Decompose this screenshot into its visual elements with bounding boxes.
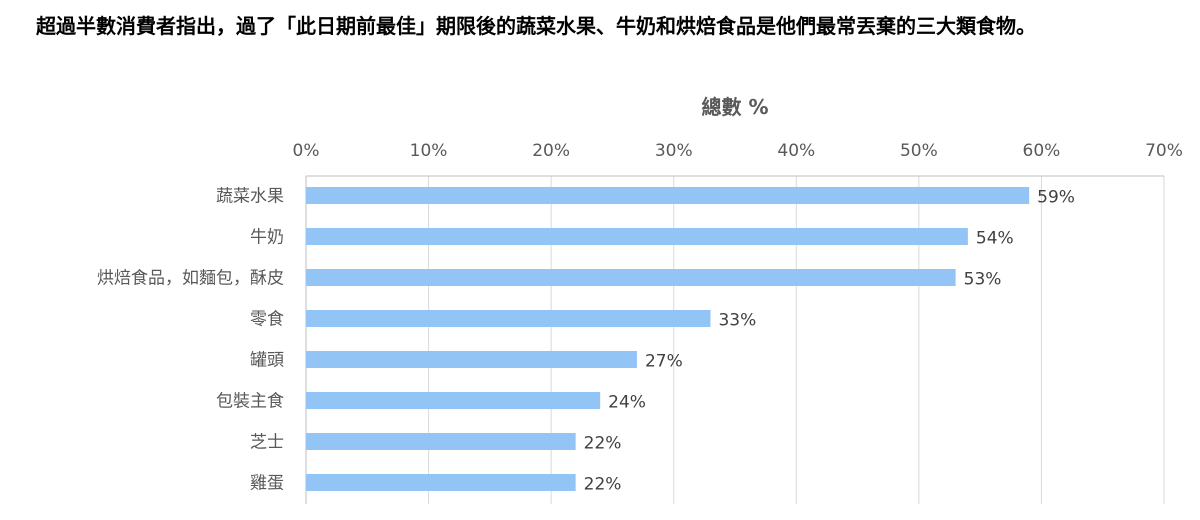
data-labels: 59% 54% 53% 33% 27% 24% 22% 22% [584,188,1075,495]
data-label: 27% [645,352,683,372]
bar [306,228,968,245]
bar [306,474,576,491]
data-label: 59% [1037,188,1075,208]
x-tick-label: 0% [293,141,320,161]
bar [306,187,1030,204]
bar [306,392,601,409]
category-label: 雞蛋 [250,474,284,494]
category-label: 包裝主食 [216,392,284,412]
chart-title: 超過半數消費者指出，過了「此日期前最佳」期限後的蔬菜水果、牛奶和烘焙食品是他們最… [36,14,1036,38]
bars [306,187,1030,491]
x-tick-label: 10% [410,141,448,161]
category-label: 蔬菜水果 [216,187,284,207]
category-label: 牛奶 [250,228,284,248]
data-label: 22% [584,475,622,495]
x-tick-label: 20% [532,141,570,161]
grid-lines [305,175,1165,504]
data-label: 53% [964,270,1002,290]
x-tick-label: 50% [900,141,938,161]
x-tick-label: 70% [1145,141,1183,161]
data-label: 33% [718,311,756,331]
data-label: 54% [976,229,1014,249]
x-tick-label: 30% [655,141,693,161]
category-label: 烘焙食品，如麵包，酥皮 [97,269,284,289]
x-tick-labels: 0% 10% 20% 30% 40% 50% 60% 70% [293,141,1183,161]
category-label: 零食 [250,310,284,330]
bar [306,310,711,327]
x-tick-label: 60% [1023,141,1061,161]
bar [306,351,637,368]
bar [306,433,576,450]
x-tick-label: 40% [777,141,815,161]
category-label: 罐頭 [250,351,284,371]
bar [306,269,956,286]
x-axis-title: 總數 % [701,95,768,119]
data-label: 24% [608,393,646,413]
category-label: 芝士 [250,433,284,453]
data-label: 22% [584,434,622,454]
